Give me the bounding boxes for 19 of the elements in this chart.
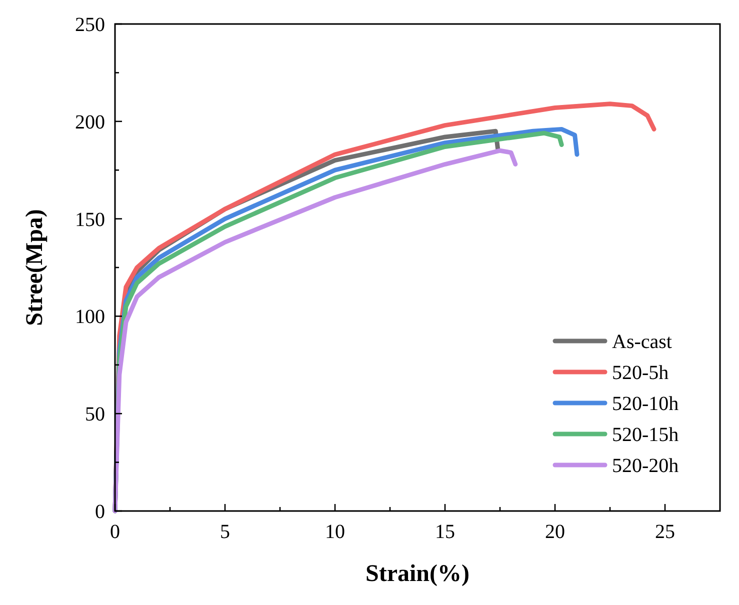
legend-label: As-cast	[612, 331, 672, 353]
y-tick-label: 200	[75, 111, 105, 134]
y-tick-label: 0	[95, 501, 105, 523]
legend-label: 520-5h	[612, 362, 669, 384]
y-tick-label: 150	[75, 208, 105, 231]
x-tick-label: 15	[435, 521, 455, 543]
x-tick-label: 0	[110, 521, 120, 543]
x-tick-label: 25	[655, 521, 675, 543]
y-tick-label: 100	[75, 306, 105, 328]
y-tick-label: 250	[75, 14, 105, 36]
x-tick-label: 5	[220, 521, 230, 543]
legend-label: 520-10h	[612, 393, 679, 415]
legend-label: 520-20h	[612, 455, 679, 477]
x-tick-label: 20	[545, 521, 565, 543]
y-tick-label: 50	[85, 404, 105, 426]
x-tick-label: 10	[325, 521, 345, 543]
legend-label: 520-15h	[612, 424, 679, 446]
x-axis-title: Strain(%)	[366, 561, 470, 587]
y-axis-title: Stree(Mpa)	[22, 209, 48, 326]
